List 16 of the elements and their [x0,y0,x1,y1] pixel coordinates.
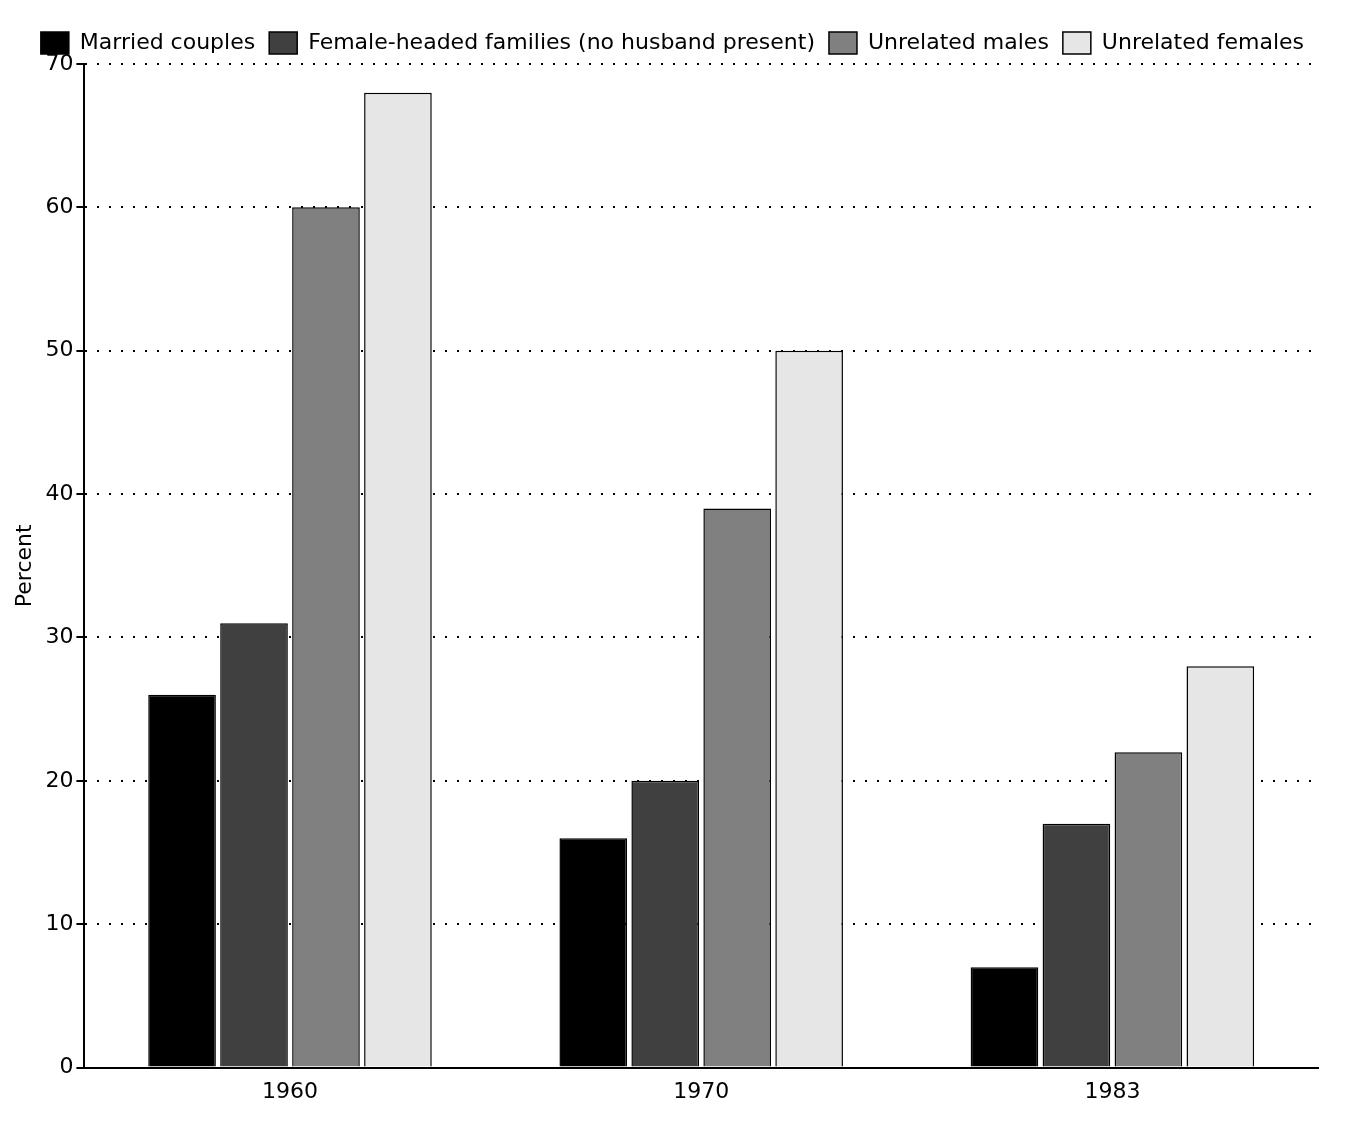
legend-label: Unrelated males [867,28,1049,54]
y-tick-label: 60 [45,193,74,219]
y-tick-label: 0 [59,1053,74,1079]
x-tick-label: 1970 [673,1077,730,1103]
y-axis-title: Percent [10,524,36,608]
legend-label: Married couples [79,28,256,54]
x-tick-label: 1960 [262,1077,318,1103]
y-tick-label: 70 [45,49,74,75]
y-tick-label: 20 [45,766,74,792]
y-tick-label: 40 [45,479,74,505]
y-tick-label: 50 [45,336,74,362]
y-tick-label: 30 [45,623,74,649]
legend-label: Unrelated females [1101,28,1305,54]
y-tick-label: 10 [45,909,74,935]
x-tick-label: 1983 [1084,1077,1141,1103]
legend-label: Female-headed families (no husband present) [308,28,815,54]
